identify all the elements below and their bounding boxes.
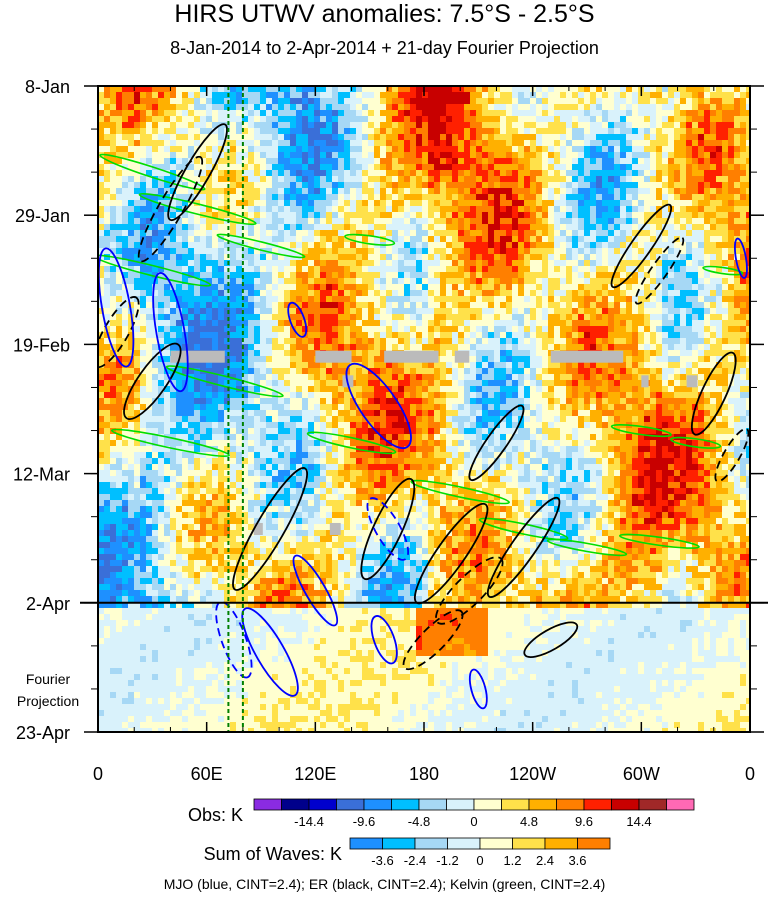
obs-colorbar-swatch (528, 798, 557, 811)
y-tick-label: 12-Mar (13, 465, 70, 485)
waves-colorbar-label: Sum of Waves: K (204, 844, 342, 864)
obs-colorbar-tick: 9.6 (575, 814, 593, 829)
waves-colorbar-tick: 1.2 (503, 853, 521, 868)
waves-colorbar-swatch (447, 837, 481, 850)
colorbars: Obs: K -14.4 -9.6 -4.8 0 4.8 9.6 14.4 Sum of Wav… (188, 798, 695, 868)
waves-colorbar-tick: -1.2 (436, 853, 458, 868)
waves-colorbar-swatch (349, 837, 383, 850)
obs-colorbar-tick: -4.8 (408, 814, 430, 829)
y-tick-label: 29-Jan (15, 206, 70, 226)
obs-colorbar-swatch (363, 798, 392, 811)
x-tick-label: 60W (623, 764, 660, 784)
obs-colorbar-swatch (281, 798, 310, 811)
projection-label: Fourier (26, 671, 71, 687)
anomaly-field (98, 86, 750, 732)
x-tick-label: 60E (191, 764, 223, 784)
obs-colorbar-swatch (308, 798, 337, 811)
chart-title: HIRS UTWV anomalies: 7.5°S - 2.5°S (174, 0, 595, 28)
obs-colorbar-swatch (473, 798, 502, 811)
obs-colorbar-swatch (666, 798, 695, 811)
wave-contours (98, 123, 750, 710)
waves-colorbar-swatch (512, 837, 546, 850)
x-tick-label: 0 (745, 764, 755, 784)
waves-colorbar-swatch (479, 837, 513, 850)
y-tick-label: 8-Jan (25, 77, 70, 97)
waves-colorbar-swatch (382, 837, 416, 850)
waves-colorbar-swatch (414, 837, 448, 850)
obs-colorbar-tick: 14.4 (626, 814, 651, 829)
obs-colorbar-swatch (391, 798, 420, 811)
obs-colorbar-tick: -9.6 (353, 814, 375, 829)
waves-colorbar-tick: 2.4 (536, 853, 554, 868)
obs-colorbar-tick: -14.4 (294, 814, 324, 829)
obs-colorbar-swatch (446, 798, 475, 811)
waves-colorbar-swatch (577, 837, 611, 850)
obs-colorbar: Obs: K -14.4 -9.6 -4.8 0 4.8 9.6 14.4 (188, 798, 695, 829)
obs-colorbar-swatch (583, 798, 612, 811)
waves-colorbar-tick: 0 (476, 853, 483, 868)
obs-colorbar-swatch (556, 798, 585, 811)
y-tick-label: 23-Apr (16, 723, 70, 743)
y-tick-label: 19-Feb (13, 335, 70, 355)
obs-colorbar-swatch (418, 798, 447, 811)
marker-lines (227, 86, 244, 732)
obs-colorbar-tick: 4.8 (520, 814, 538, 829)
obs-colorbar-swatch (253, 798, 282, 811)
x-tick-label: 180 (409, 764, 439, 784)
x-tick-label: 0 (93, 764, 103, 784)
obs-colorbar-swatch (501, 798, 530, 811)
waves-colorbar: Sum of Waves: K -3.6 -2.4 -1.2 0 1.2 2.4 3.6 (204, 837, 611, 868)
waves-colorbar-tick: -3.6 (371, 853, 393, 868)
x-tick-label: 120E (294, 764, 336, 784)
contour-legend-note: MJO (blue, CINT=2.4); ER (black, CINT=2.… (163, 876, 606, 892)
chart-subtitle: 8-Jan-2014 to 2-Apr-2014 + 21-day Fourie… (170, 38, 599, 58)
obs-colorbar-swatch (611, 798, 640, 811)
waves-colorbar-tick: 3.6 (568, 853, 586, 868)
waves-colorbar-tick: -2.4 (404, 853, 426, 868)
y-tick-label: 2-Apr (26, 594, 70, 614)
x-tick-label: 120W (509, 764, 556, 784)
obs-colorbar-swatch (638, 798, 667, 811)
obs-colorbar-swatch (336, 798, 365, 811)
obs-colorbar-tick: 0 (470, 814, 477, 829)
waves-colorbar-swatch (544, 837, 578, 850)
projection-label: Projection (17, 693, 79, 709)
obs-colorbar-label: Obs: K (188, 805, 243, 825)
axes: 0 60E 120E 180 120W 60W 0 8-Jan 29-Jan 19-Feb 12-M… (13, 77, 768, 784)
